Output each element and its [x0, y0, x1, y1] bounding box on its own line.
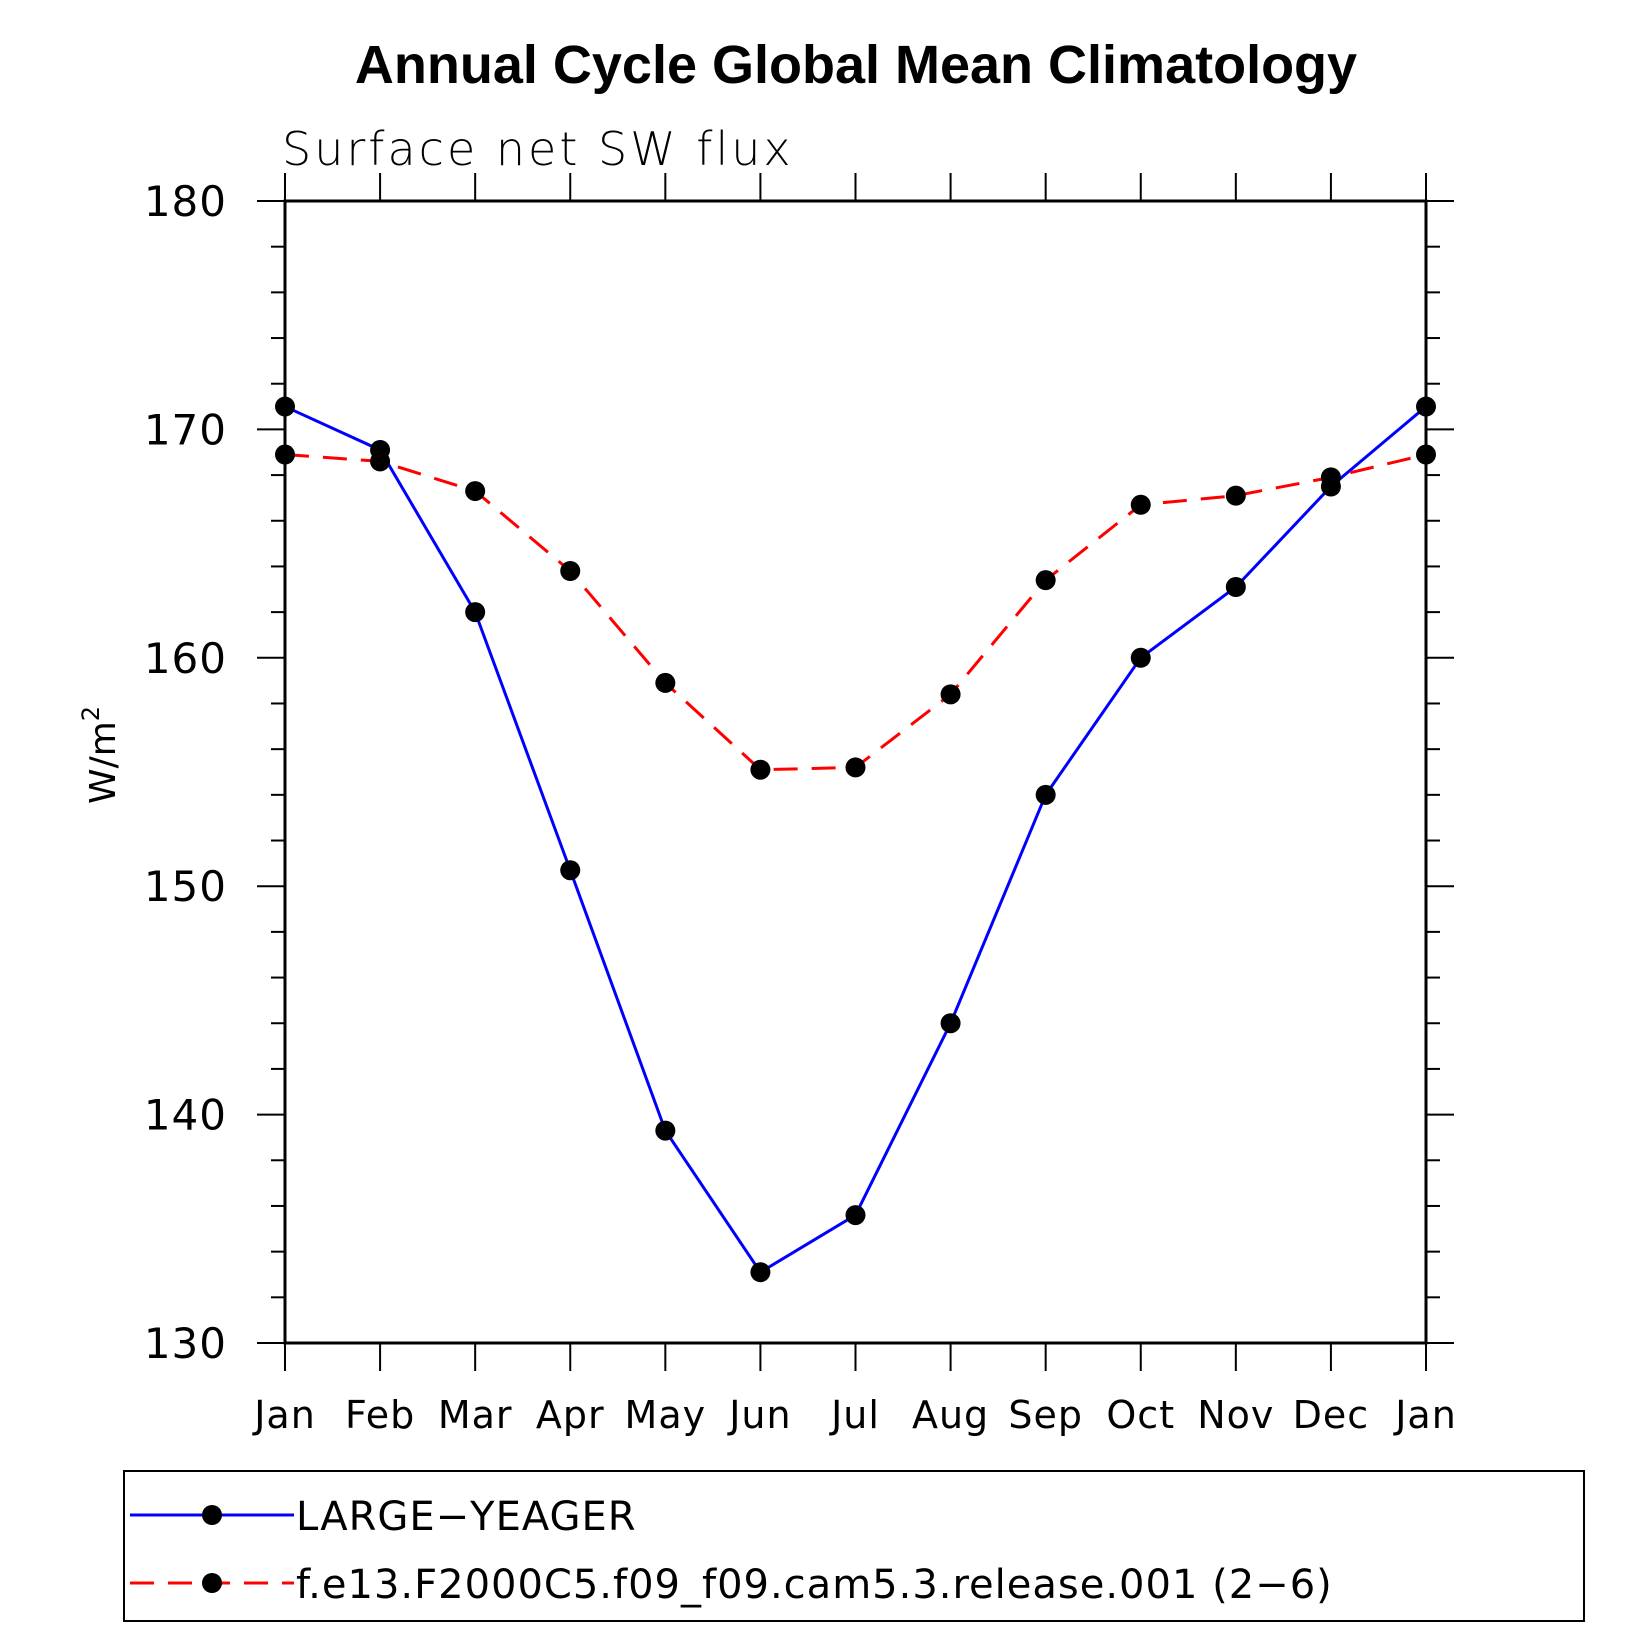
y-tick-label: 140: [144, 1091, 227, 1140]
data-point: [1130, 494, 1151, 515]
data-point: [845, 757, 866, 778]
legend-label-large-yeager: LARGE−YEAGER: [296, 1494, 637, 1540]
x-tick-label: Apr: [536, 1393, 605, 1437]
data-point: [845, 1205, 866, 1226]
y-tick-label: 130: [144, 1319, 227, 1368]
legend-marker-large-yeager: [202, 1505, 222, 1525]
legend: LARGE−YEAGER f.e13.F2000C5.f09_f09.cam5.…: [123, 1470, 1585, 1622]
y-axis-label-unit: W/m: [83, 721, 124, 804]
chart-title: Annual Cycle Global Mean Climatology: [355, 35, 1357, 95]
legend-marker-cam5: [202, 1573, 222, 1593]
y-tick-label: 150: [144, 862, 227, 911]
data-point: [940, 684, 961, 705]
data-point: [655, 672, 676, 693]
series-1: [275, 444, 1436, 780]
data-point: [1416, 444, 1436, 465]
legend-label-cam5: f.e13.F2000C5.f09_f09.cam5.3.release.001…: [296, 1562, 1333, 1608]
x-tick-label: Jul: [829, 1393, 880, 1437]
data-point: [560, 860, 581, 881]
x-tick-label: Sep: [1008, 1393, 1083, 1437]
x-tick-label: Aug: [912, 1393, 989, 1437]
chart-subtitle: Surface net SW flux: [282, 122, 794, 176]
y-axis-label: W/m2: [77, 706, 124, 804]
data-point: [1130, 647, 1151, 668]
x-tick-label: Jan: [1393, 1393, 1457, 1437]
data-point: [465, 602, 486, 623]
x-tick-label: Oct: [1106, 1393, 1175, 1437]
data-point: [655, 1120, 676, 1141]
data-point: [750, 759, 771, 780]
x-tick-label: Mar: [438, 1393, 513, 1437]
x-tick-label: Nov: [1197, 1393, 1274, 1437]
y-tick-label: 160: [144, 634, 227, 683]
data-point: [465, 481, 486, 502]
x-tick-label: Feb: [345, 1393, 415, 1437]
data-point: [1035, 570, 1056, 591]
data-point: [1035, 784, 1056, 805]
x-tick-label: Jan: [252, 1393, 316, 1437]
data-point: [1320, 467, 1341, 488]
x-tick-label: May: [625, 1393, 707, 1437]
data-point: [940, 1013, 961, 1034]
data-point: [750, 1262, 771, 1283]
series-layer: [275, 396, 1436, 1283]
data-point: [1225, 576, 1246, 597]
y-tick-label: 170: [144, 405, 227, 454]
data-point: [275, 444, 295, 465]
y-axis-label-exponent: 2: [77, 706, 105, 721]
x-tick-label: Dec: [1293, 1393, 1370, 1437]
y-tick-label: 180: [144, 177, 227, 226]
data-point: [275, 396, 295, 417]
series-line-0: [284, 405, 1427, 1275]
data-point: [370, 451, 391, 472]
legend-entry-cam5: f.e13.F2000C5.f09_f09.cam5.3.release.001…: [130, 1562, 1333, 1608]
series-0: [275, 396, 1436, 1283]
legend-box: [123, 1470, 1585, 1622]
x-tick-label: Jun: [727, 1393, 791, 1437]
data-point: [1416, 396, 1436, 417]
series-line-1: [284, 453, 1427, 772]
data-point: [1225, 485, 1246, 506]
plot-axes: 130 140 150 160 170 180 Jan Feb Mar Apr May Jun Jul A…: [144, 173, 1457, 1437]
legend-entry-large-yeager: LARGE−YEAGER: [130, 1494, 637, 1540]
data-point: [560, 561, 581, 582]
